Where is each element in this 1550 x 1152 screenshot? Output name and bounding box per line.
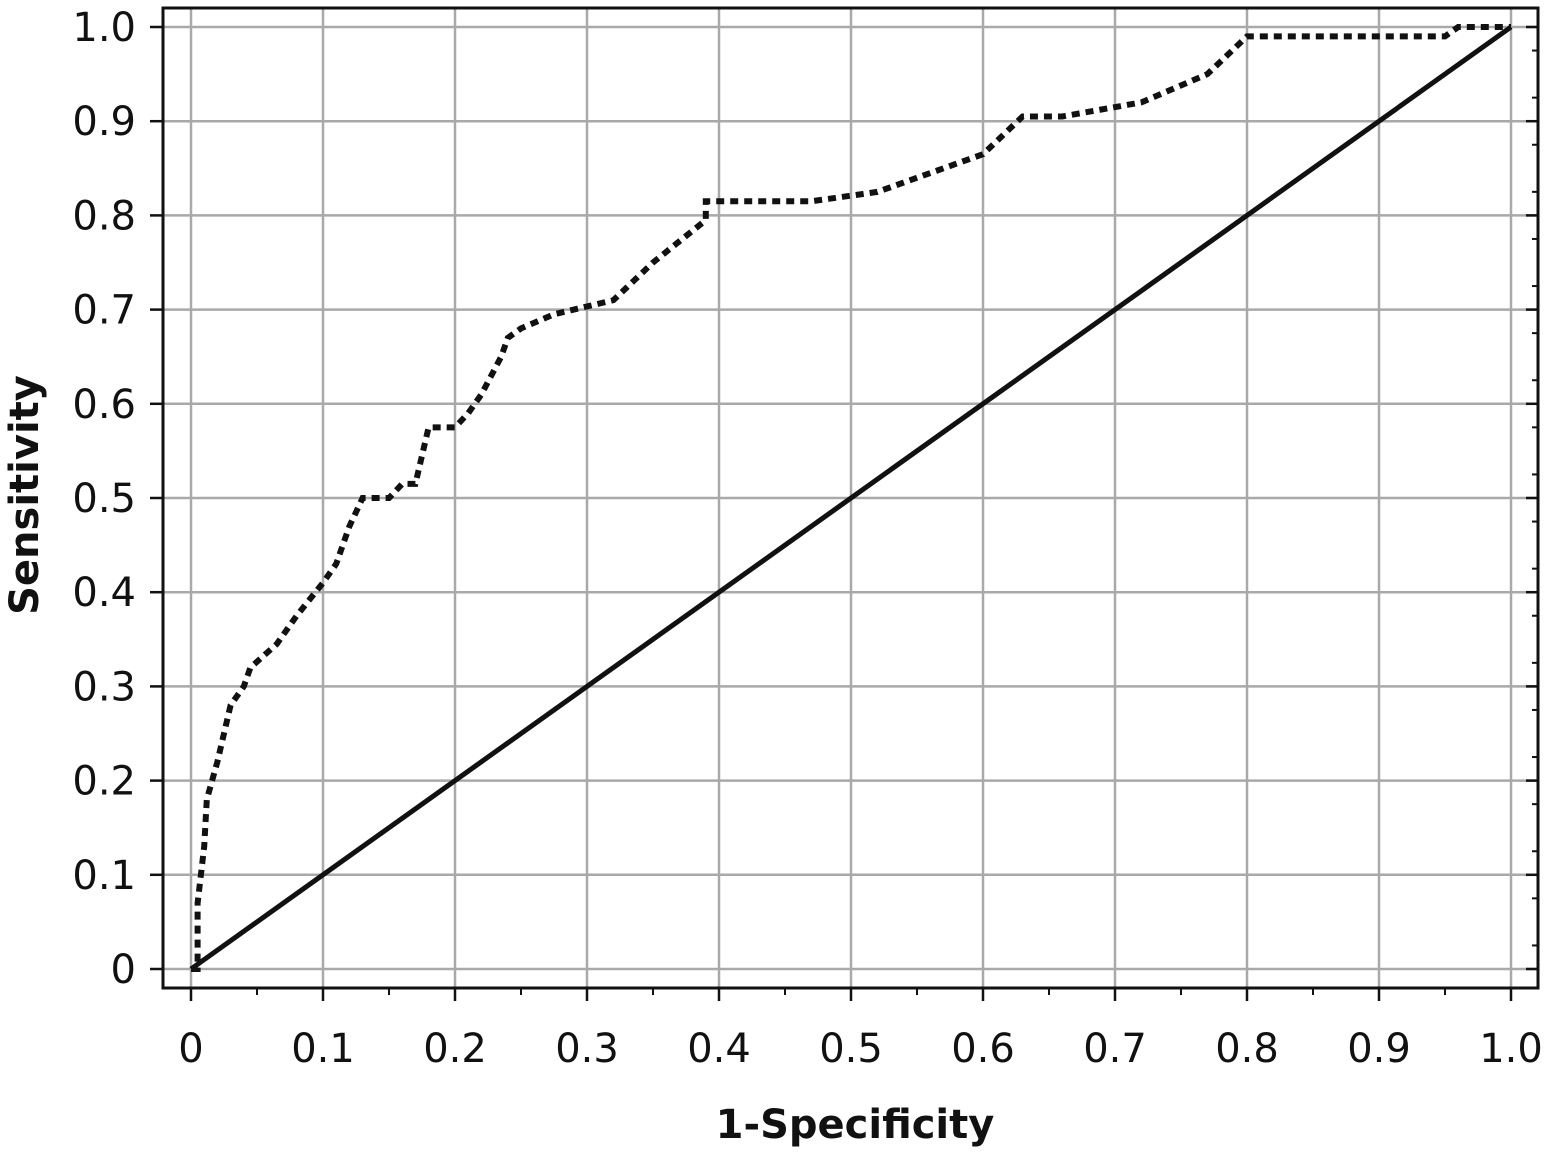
reference-diagonal-line bbox=[189, 24, 1513, 972]
y-tick-label: 0.2 bbox=[72, 759, 136, 805]
x-tick-label: 0.5 bbox=[819, 1026, 883, 1072]
y-tick-label: 0.6 bbox=[72, 382, 136, 428]
x-tick-label: 0.9 bbox=[1347, 1026, 1411, 1072]
x-tick-labels: 0 0.1 0.2 0.3 0.4 0.5 0.6 0.7 0.8 0.9 1.0 bbox=[178, 1026, 1543, 1072]
grid bbox=[163, 8, 1538, 988]
y-tick-label: 0.7 bbox=[72, 288, 136, 334]
x-tick-label: 0 bbox=[178, 1026, 203, 1072]
y-tick-labels: 0 0.1 0.2 0.3 0.4 0.5 0.6 0.7 0.8 0.9 1.0 bbox=[72, 5, 136, 993]
roc-curve-line bbox=[191, 24, 1511, 972]
x-tick-label: 0.7 bbox=[1083, 1026, 1147, 1072]
x-tick-label: 0.4 bbox=[687, 1026, 751, 1072]
y-tick-label: 0.1 bbox=[72, 853, 136, 899]
x-tick-label: 0.6 bbox=[951, 1026, 1015, 1072]
plot-frame bbox=[161, 6, 1540, 990]
y-tick-label: 0.9 bbox=[72, 99, 136, 145]
y-tick-label: 1.0 bbox=[72, 5, 136, 51]
y-tick-label: 0.8 bbox=[72, 193, 136, 239]
x-axis-title: 1-Specificity bbox=[716, 1102, 995, 1148]
y-tick-label: 0.4 bbox=[72, 570, 136, 616]
y-axis-title: Sensitivity bbox=[2, 375, 48, 615]
series-layer bbox=[189, 24, 1513, 972]
y-tick-label: 0 bbox=[111, 947, 136, 993]
x-tick-label: 0.1 bbox=[291, 1026, 355, 1072]
x-tick-label: 0.3 bbox=[555, 1026, 619, 1072]
x-tick-label: 0.8 bbox=[1215, 1026, 1279, 1072]
x-tick-label: 0.2 bbox=[423, 1026, 487, 1072]
y-tick-label: 0.3 bbox=[72, 664, 136, 710]
x-tick-label: 1.0 bbox=[1479, 1026, 1543, 1072]
y-tick-label: 0.5 bbox=[72, 476, 136, 522]
